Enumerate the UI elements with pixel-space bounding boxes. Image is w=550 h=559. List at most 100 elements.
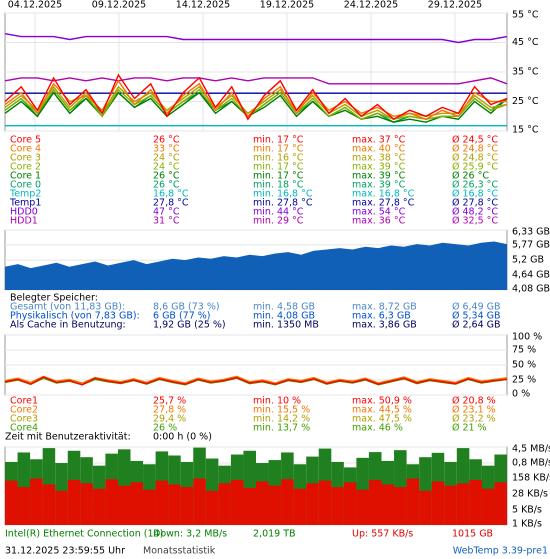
y-tick-label: 15 °C: [512, 125, 539, 136]
row-avg: Ø 24,8 °C: [452, 144, 498, 155]
row-avg: Ø 26,3 °C: [452, 180, 498, 191]
row-min: min. 4,08 GB: [253, 311, 315, 322]
row-current: 26 °C: [153, 180, 180, 191]
row-max: max. 44,5 %: [352, 405, 412, 416]
x-tick-label: 29.12.2025: [428, 0, 482, 11]
row-avg: Ø 23,1 %: [452, 405, 496, 416]
network-bar: [469, 479, 482, 525]
row-name: Core 0: [10, 180, 41, 191]
y-tick-label: 4,64 GB: [512, 270, 550, 281]
memory-area: [5, 241, 507, 290]
row-min: min. 16 °C: [253, 153, 304, 164]
row-current: 25,7 %: [153, 396, 186, 407]
row-avg: Ø 32,5 °C: [452, 216, 498, 227]
network-bar: [42, 484, 56, 525]
row-current: 26 %: [153, 423, 177, 434]
network-bar: [394, 487, 407, 525]
row-max: max. 37 °C: [352, 135, 406, 146]
temperature-line: [4, 33, 508, 44]
row-min: min. 17 °C: [253, 135, 304, 146]
row-min: min. 18 °C: [253, 180, 304, 191]
row-min: min. 44 °C: [253, 207, 304, 218]
network-bar: [180, 487, 194, 525]
row-avg: Ø 21 %: [452, 423, 487, 434]
y-tick-label: 45 °C: [512, 37, 539, 48]
cpu-line: [4, 375, 508, 384]
row-current: 26 °C: [153, 171, 180, 182]
row-min: min. 17 °C: [253, 144, 304, 155]
network-bar: [105, 479, 118, 525]
row-min: min. 4,58 GB: [253, 302, 315, 313]
network-bar: [67, 479, 81, 525]
y-tick-label: 25 %: [512, 375, 536, 386]
network-bar: [193, 478, 206, 525]
row-avg: Ø 6,49 GB: [452, 302, 501, 313]
network-bar: [456, 483, 470, 525]
network-bar: [431, 481, 445, 525]
row-name: Core3: [10, 414, 38, 425]
network-bar: [92, 488, 106, 525]
row-current: 29,4 %: [153, 414, 186, 425]
row-name: Core 3: [10, 153, 41, 164]
temperature-line: [4, 73, 508, 121]
row-max: max. 39 °C: [352, 171, 406, 182]
y-tick-label: 50 %: [512, 360, 536, 371]
row-max: max. 36 °C: [352, 216, 406, 227]
row-name: Core2: [10, 405, 38, 416]
y-tick-label: 6,33 GB: [512, 227, 550, 238]
row-min: min. 29 °C: [253, 216, 304, 227]
network-bar: [256, 481, 269, 525]
row-max: max. 39 °C: [352, 180, 406, 191]
y-tick-label: 28 KB/s: [512, 489, 548, 500]
row-current: 31 °C: [153, 216, 180, 227]
y-tick-label: 100 %: [512, 332, 542, 343]
network-bar: [481, 488, 495, 525]
row-current: 24 °C: [153, 153, 180, 164]
y-tick-label: 5,2 GB: [512, 255, 544, 266]
row-min: min. 1350 MB: [253, 320, 319, 331]
row-max: max. 27,8 °C: [352, 198, 415, 209]
row-name: Temp2: [9, 189, 41, 200]
y-tick-label: 5,77 GB: [512, 239, 550, 250]
y-tick-label: 75 %: [512, 345, 536, 356]
row-current: 27,8 %: [153, 405, 186, 416]
row-current: 33 °C: [153, 144, 180, 155]
row-name: Core 1: [10, 171, 41, 182]
network-bar: [117, 485, 131, 525]
network-down-total: 2,019 TB: [253, 529, 296, 540]
row-avg: Ø 27,8 °C: [452, 198, 498, 209]
row-name: HDD1: [10, 216, 38, 227]
row-min: min. 15,5 %: [253, 405, 310, 416]
network-bar: [55, 490, 68, 525]
x-tick-label: 19.12.2025: [260, 0, 314, 11]
y-tick-label: 4,5 MB/s: [512, 444, 550, 455]
network-bar: [168, 484, 181, 525]
network-bar: [268, 485, 282, 525]
row-name: HDD0: [10, 207, 38, 218]
y-tick-label: 5 KB/s: [512, 505, 542, 516]
row-max: max. 39 °C: [352, 162, 406, 173]
row-max: max. 3,86 GB: [352, 320, 417, 331]
network-bar: [243, 487, 256, 525]
row-min: min. 27,8 °C: [253, 198, 313, 209]
network-bar: [293, 488, 307, 525]
row-current: 8,6 GB (73 %): [153, 302, 220, 313]
row-avg: Ø 26 °C: [452, 171, 489, 182]
row-current: 26 °C: [153, 135, 180, 146]
row-avg: Ø 24,5 °C: [452, 135, 498, 146]
temperature-line: [4, 77, 508, 85]
network-bar: [80, 483, 93, 525]
stats-link[interactable]: Monatsstatistik: [143, 546, 216, 557]
row-name: Core 5: [10, 135, 41, 146]
row-max: max. 50,9 %: [352, 396, 412, 407]
network-bar: [130, 482, 144, 525]
network-bar: [155, 480, 169, 525]
row-name: Core4: [10, 423, 38, 434]
row-current: 16,8 °C: [153, 189, 189, 200]
network-bar: [318, 480, 332, 525]
row-min: min. 14,2 %: [253, 414, 310, 425]
row-max: max. 16,8 °C: [352, 189, 415, 200]
y-tick-label: 0 %: [512, 389, 530, 400]
row-avg: Ø 2,64 GB: [452, 320, 501, 331]
